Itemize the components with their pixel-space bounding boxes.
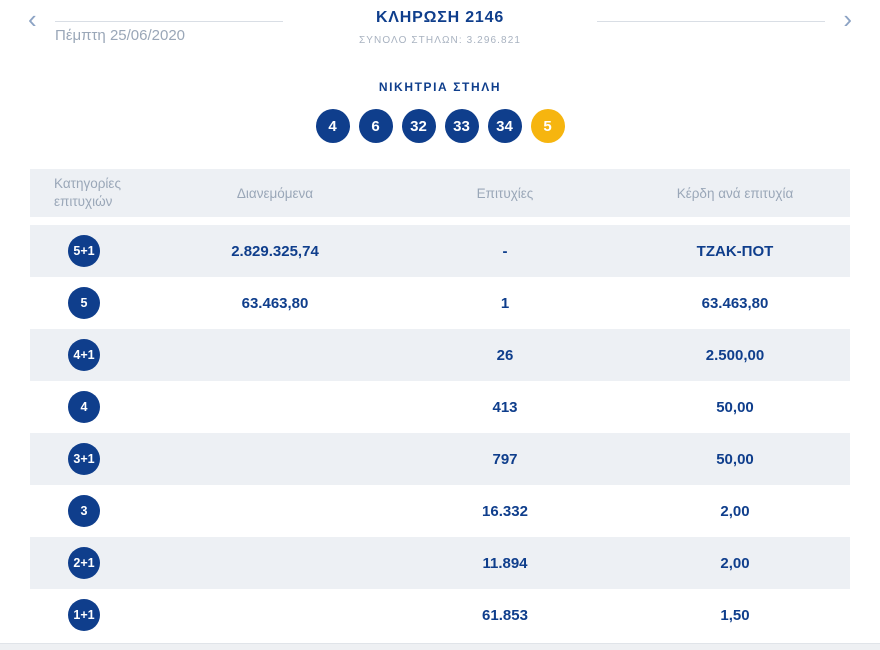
winning-column-section: ΝΙΚΗΤΡΙΑ ΣΤΗΛΗ 4 6 32 33 34 5	[0, 80, 880, 143]
table-row: 4 413 50,00	[30, 381, 850, 433]
category-badge: 3+1	[68, 443, 100, 475]
category-badge: 5+1	[68, 235, 100, 267]
category-badge: 2+1	[68, 547, 100, 579]
prize-per-winner: ΤΖΑΚ-ΠΟΤ	[696, 242, 774, 260]
column-header-prize: Κέρδη ανά επιτυχία	[676, 185, 794, 201]
category-badge: 4	[68, 391, 100, 423]
distributed-amount: 2.829.325,74	[231, 242, 319, 260]
prize-per-winner: 50,00	[716, 450, 754, 468]
draw-title: ΚΛΗΡΩΣΗ 2146	[375, 9, 505, 26]
category-badge: 1+1	[68, 599, 100, 631]
draw-header: ‹ › ΚΛΗΡΩΣΗ 2146 ΣΥΝΟΛΟ ΣΤΗΛΩΝ: 3.296.82…	[0, 0, 880, 62]
column-header-categories: Κατηγορίες επιτυχιών	[54, 175, 121, 209]
winning-number-ball: 34	[487, 109, 522, 143]
category-badge: 4+1	[68, 339, 100, 371]
total-columns-label: ΣΥΝΟΛΟ ΣΤΗΛΩΝ: 3.296.821	[358, 35, 522, 46]
table-row: 5 63.463,80 1 63.463,80	[30, 277, 850, 329]
winners-count: 11.894	[482, 554, 528, 572]
table-row: 3+1 797 50,00	[30, 433, 850, 485]
winners-count: 413	[492, 398, 518, 416]
prize-per-winner: 1,50	[720, 606, 750, 624]
winners-count: 1	[500, 294, 510, 312]
chevron-left-icon[interactable]: ‹	[28, 4, 37, 34]
table-row: 3 16.332 2,00	[30, 485, 850, 537]
footer-separator	[0, 643, 880, 650]
header-divider-left	[55, 21, 283, 22]
prize-per-winner: 63.463,80	[701, 294, 769, 312]
table-row: 2+1 11.894 2,00	[30, 537, 850, 589]
winning-column-label: ΝΙΚΗΤΡΙΑ ΣΤΗΛΗ	[378, 80, 502, 94]
winners-count: 797	[492, 450, 518, 468]
winners-count: 26	[496, 346, 514, 364]
table-row: 4+1 26 2.500,00	[30, 329, 850, 381]
prize-per-winner: 2.500,00	[705, 346, 765, 364]
chevron-right-icon[interactable]: ›	[843, 4, 852, 34]
header-divider-right	[597, 21, 825, 22]
prize-per-winner: 2,00	[720, 554, 750, 572]
winning-number-ball: 32	[401, 109, 436, 143]
table-row: 1+1 61.853 1,50	[30, 589, 850, 641]
table-row: 5+1 2.829.325,74 - ΤΖΑΚ-ΠΟΤ	[30, 225, 850, 277]
winning-number-ball: 4	[315, 109, 350, 143]
winning-number-ball: 33	[444, 109, 479, 143]
joker-number-ball: 5	[530, 109, 565, 143]
winning-number-ball: 6	[358, 109, 393, 143]
column-header-distributed: Διανεμόμενα	[236, 185, 314, 201]
category-badge: 3	[68, 495, 100, 527]
category-badge: 5	[68, 287, 100, 319]
winners-count: -	[502, 242, 508, 260]
draw-date: Πέμπτη 25/06/2020	[55, 27, 186, 44]
results-table-body: 5+1 2.829.325,74 - ΤΖΑΚ-ΠΟΤ 5 63.463,80 1 63.46…	[30, 225, 850, 641]
prize-per-winner: 2,00	[720, 502, 750, 520]
winners-count: 61.853	[482, 606, 528, 624]
table-header-row: Κατηγορίες επιτυχιών Διανεμόμενα Επιτυχί…	[30, 169, 850, 217]
column-header-winners: Επιτυχίες	[476, 185, 534, 201]
results-table: Κατηγορίες επιτυχιών Διανεμόμενα Επιτυχί…	[30, 169, 850, 641]
distributed-amount: 63.463,80	[241, 294, 309, 312]
winning-numbers: 4 6 32 33 34 5	[0, 109, 880, 143]
winners-count: 16.332	[482, 502, 528, 520]
prize-per-winner: 50,00	[716, 398, 754, 416]
